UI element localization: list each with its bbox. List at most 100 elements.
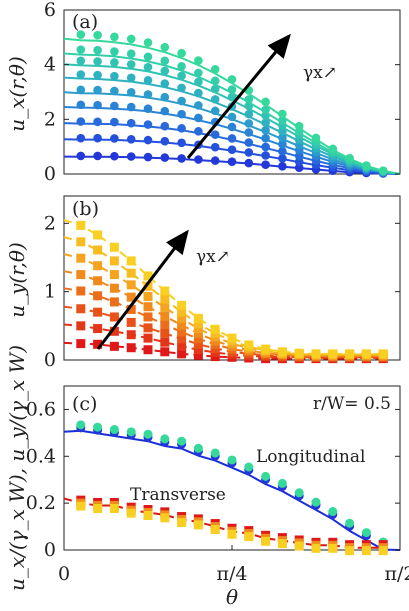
data-point — [126, 317, 136, 327]
data-point — [110, 134, 119, 143]
data-point — [311, 133, 321, 143]
panel-a-frame — [63, 9, 401, 175]
transverse-point — [261, 536, 271, 546]
data-point — [177, 96, 186, 106]
data-point — [160, 328, 170, 338]
data-point — [109, 297, 119, 307]
data-point — [177, 71, 186, 81]
transverse-point — [126, 508, 136, 518]
data-point — [227, 134, 237, 143]
transverse-point — [193, 520, 203, 530]
data-point — [177, 320, 187, 330]
transverse-point — [311, 543, 321, 553]
data-point — [76, 321, 86, 331]
y-tick-label: 1 — [44, 281, 56, 303]
data-point — [244, 340, 254, 350]
transverse-point — [345, 546, 355, 556]
longitudinal-point — [160, 434, 170, 444]
data-point — [210, 95, 220, 104]
data-point — [93, 245, 103, 255]
longitudinal-point — [126, 427, 136, 437]
data-point — [93, 133, 102, 143]
data-point — [126, 343, 136, 353]
longitudinal-line — [63, 429, 401, 551]
data-point — [126, 280, 136, 290]
data-point — [76, 270, 86, 280]
panel-b-arrow — [96, 229, 189, 350]
data-point — [160, 319, 170, 329]
data-point — [177, 124, 186, 133]
data-point — [278, 139, 287, 149]
data-point — [278, 154, 287, 163]
data-point — [160, 136, 170, 146]
data-point — [93, 70, 102, 80]
data-point — [160, 56, 170, 66]
data-point — [160, 66, 170, 76]
data-point — [210, 106, 220, 116]
x-tick-label: π/4 — [217, 563, 248, 585]
data-point — [227, 145, 237, 154]
data-point — [110, 151, 119, 161]
data-point — [143, 135, 153, 145]
data-point — [278, 109, 287, 119]
x-tick-label: 0 — [58, 563, 70, 585]
data-point — [126, 304, 136, 314]
data-point — [126, 118, 136, 128]
data-point — [76, 85, 86, 95]
data-point — [160, 347, 170, 357]
data-point — [110, 101, 119, 111]
data-point — [278, 147, 287, 156]
data-point — [160, 286, 170, 296]
data-point — [210, 130, 220, 139]
data-point — [177, 307, 187, 317]
data-point — [93, 291, 103, 301]
data-point — [160, 92, 170, 102]
y-tick-label: 2 — [44, 212, 56, 234]
data-point — [261, 151, 270, 160]
longitudinal-point — [143, 429, 153, 439]
data-point — [194, 127, 203, 136]
data-point — [261, 125, 270, 135]
data-point — [93, 261, 103, 271]
data-point — [143, 323, 153, 333]
data-point — [194, 155, 203, 164]
data-point — [110, 47, 119, 56]
data-point — [294, 121, 304, 131]
panel-a-arrow-label: γx↗ — [303, 63, 337, 83]
data-point — [194, 77, 203, 87]
data-point — [143, 52, 153, 62]
data-point — [177, 138, 186, 148]
data-point — [76, 117, 86, 126]
data-point — [109, 326, 119, 336]
data-point — [126, 292, 136, 302]
longitudinal-point — [93, 422, 103, 432]
data-point — [110, 71, 119, 81]
longitudinal-point — [244, 462, 254, 472]
data-point — [93, 276, 103, 286]
data-point — [93, 45, 102, 55]
data-point — [328, 349, 338, 359]
data-point — [126, 49, 136, 59]
panel-b-arrow-label: γx↗ — [196, 247, 230, 267]
data-point — [126, 134, 136, 144]
data-point — [143, 271, 153, 281]
panel-a-y-ticks: 0 2 4 6 — [44, 0, 400, 185]
data-point — [126, 34, 136, 44]
data-point — [110, 32, 119, 42]
data-point — [261, 142, 270, 152]
data-point — [110, 86, 119, 96]
data-point — [93, 151, 102, 161]
data-point — [76, 56, 86, 66]
data-point — [261, 133, 270, 143]
transverse-point — [76, 501, 86, 511]
transverse-point — [328, 543, 338, 553]
y-tick-label: 0 — [44, 539, 56, 561]
panel-c-y-ticks: 0 0.2 0.4 0.6 — [26, 398, 400, 561]
transverse-point — [93, 503, 103, 513]
y-tick-label: 4 — [44, 54, 56, 76]
transverse-point — [277, 539, 287, 549]
data-point — [143, 62, 153, 72]
panel-c-x-label: θ — [226, 585, 238, 609]
data-point — [244, 148, 254, 157]
